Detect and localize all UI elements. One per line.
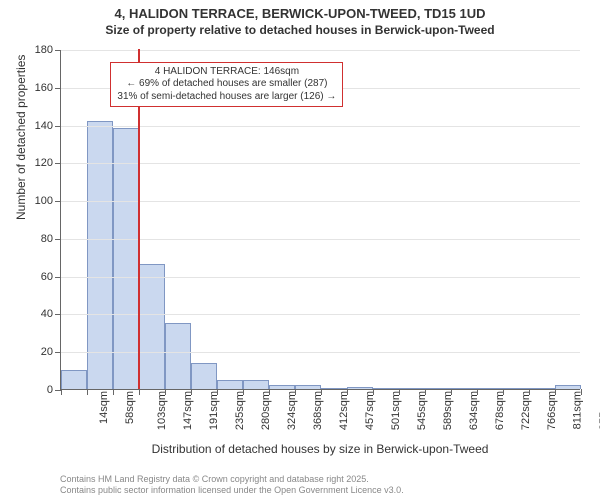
histogram-bar [295,385,320,389]
x-tick-label: 545sqm [416,391,428,430]
y-tick [55,201,61,202]
property-size-chart: 4, HALIDON TERRACE, BERWICK-UPON-TWEED, … [0,0,600,500]
y-tick-label: 120 [35,157,53,169]
x-tick [295,389,296,395]
x-tick [243,389,244,395]
y-tick-label: 20 [41,346,53,358]
y-tick [55,390,61,391]
x-tick [555,389,556,395]
x-tick-label: 280sqm [260,391,272,430]
chart-title-subtitle: Size of property relative to detached ho… [0,23,600,39]
x-tick-label: 811sqm [572,391,584,429]
y-tick [55,277,61,278]
histogram-bar [191,363,216,389]
x-tick [113,389,114,395]
annotation-box: 4 HALIDON TERRACE: 146sqm← 69% of detach… [110,62,343,108]
histogram-bar [373,388,398,389]
histogram-bar [503,388,528,389]
y-tick-label: 60 [41,271,53,283]
y-tick [55,50,61,51]
x-tick-label: 634sqm [468,391,480,430]
histogram-bar [555,385,580,389]
histogram-bar [529,388,554,389]
x-tick [477,389,478,395]
x-tick-label: 58sqm [124,391,136,424]
histogram-bar [399,388,424,389]
x-tick [217,389,218,395]
y-tick-label: 180 [35,44,53,56]
histogram-bar [347,387,372,389]
y-tick-label: 80 [41,233,53,245]
x-tick-label: 324sqm [286,391,298,430]
x-tick-label: 14sqm [98,391,110,424]
x-tick [529,389,530,395]
y-tick-label: 40 [41,308,53,320]
x-tick [373,389,374,395]
histogram-bar [321,388,346,389]
y-tick [55,239,61,240]
x-tick-label: 766sqm [546,391,558,430]
histogram-bar [61,370,86,389]
footer-line-1: Contains HM Land Registry data © Crown c… [60,474,404,485]
y-tick [55,126,61,127]
x-tick [347,389,348,395]
x-tick-label: 191sqm [208,391,220,430]
x-tick [61,389,62,395]
annotation-line: ← 69% of detached houses are smaller (28… [117,78,336,91]
y-tick-label: 100 [35,195,53,207]
y-tick [55,88,61,89]
footer-line-2: Contains public sector information licen… [60,485,404,496]
x-tick [321,389,322,395]
x-tick-label: 501sqm [390,391,402,430]
y-tick [55,163,61,164]
histogram-bar [477,388,502,389]
histogram-bar [451,388,476,389]
x-tick-label: 457sqm [364,391,376,430]
y-axis-label: Number of detached properties [14,55,28,220]
histogram-bar [139,264,164,389]
x-tick [581,389,582,395]
histogram-bar [425,388,450,389]
x-tick-label: 368sqm [312,391,324,430]
y-tick [55,314,61,315]
x-tick-label: 235sqm [234,391,246,430]
x-tick-label: 103sqm [156,391,168,430]
x-tick-label: 412sqm [338,391,350,430]
x-tick [503,389,504,395]
y-tick-label: 140 [35,120,53,132]
annotation-line: 4 HALIDON TERRACE: 146sqm [117,66,336,79]
histogram-bar [113,128,138,389]
chart-footer: Contains HM Land Registry data © Crown c… [60,474,404,496]
plot-area: 02040608010012014016018014sqm58sqm103sqm… [60,50,580,390]
histogram-bar [165,323,190,389]
histogram-bar [243,380,268,389]
y-tick [55,352,61,353]
x-tick [191,389,192,395]
x-tick [269,389,270,395]
chart-title-address: 4, HALIDON TERRACE, BERWICK-UPON-TWEED, … [0,6,600,23]
x-tick-label: 589sqm [442,391,454,430]
x-tick-label: 147sqm [182,391,194,430]
x-tick [165,389,166,395]
x-tick [87,389,88,395]
histogram-bar [217,380,242,389]
x-tick [139,389,140,395]
y-tick-label: 0 [47,384,53,396]
histogram-bar [269,385,294,389]
x-tick-label: 678sqm [494,391,506,430]
histogram-bar [87,121,112,389]
x-tick [399,389,400,395]
annotation-line: 31% of semi-detached houses are larger (… [117,91,336,104]
x-tick [425,389,426,395]
x-tick-label: 722sqm [520,391,532,430]
x-tick [451,389,452,395]
y-tick-label: 160 [35,82,53,94]
x-axis-label: Distribution of detached houses by size … [60,442,580,456]
